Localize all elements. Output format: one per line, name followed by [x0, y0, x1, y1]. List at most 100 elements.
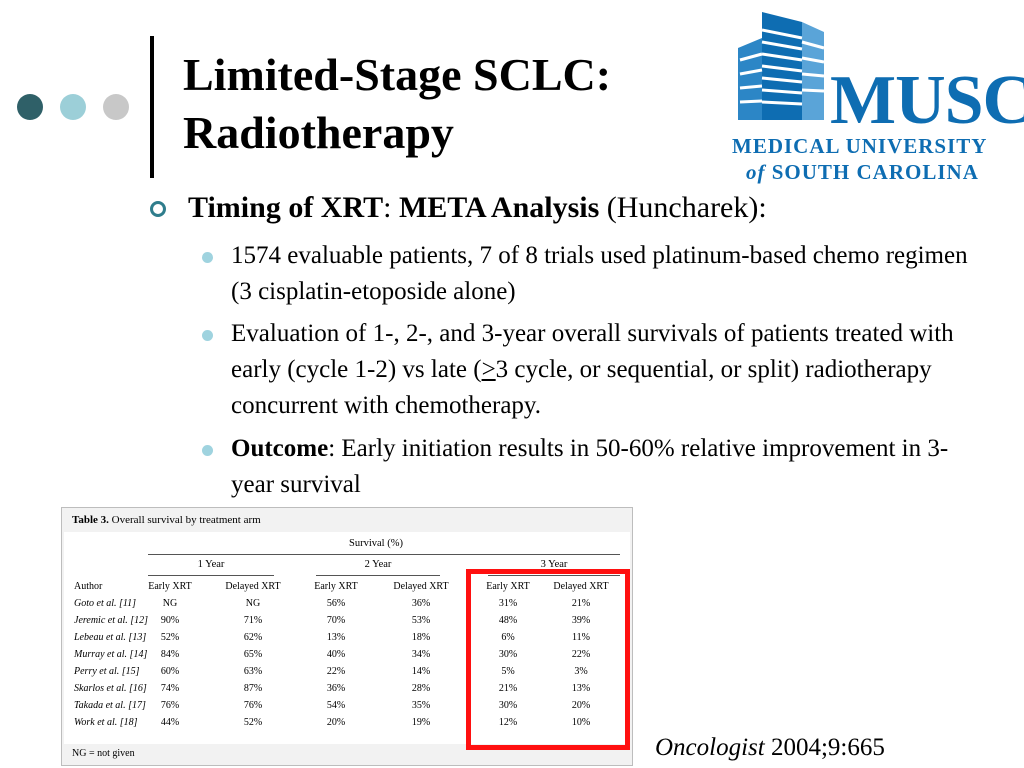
table-cell: 20%	[326, 717, 346, 728]
table-cell: 44%	[160, 717, 180, 728]
table-cell: 36%	[326, 683, 346, 694]
table-cell: 39%	[571, 615, 591, 626]
title-line-1: Limited-Stage SCLC:	[183, 49, 612, 100]
table-cell: 60%	[160, 666, 180, 677]
meta-label: META Analysis	[398, 191, 600, 224]
logo-of: of	[746, 160, 766, 184]
main-sep: :	[383, 191, 399, 224]
table-row-author: Perry et al. [15]	[74, 666, 140, 677]
bullet-2-underlined: >	[481, 356, 496, 383]
year-header: 2 Year	[364, 559, 392, 570]
highlight-box	[466, 569, 630, 750]
logo-wordmark: MUSC	[830, 62, 1024, 139]
table-cell: 70%	[326, 615, 346, 626]
table-cell: NG	[162, 598, 178, 609]
main-bullet: Timing of XRT: META Analysis (Huncharek)…	[150, 190, 970, 226]
year-rule	[148, 575, 274, 576]
logo-state-line: of SOUTH CAROLINA	[746, 160, 979, 185]
table-cell: 12%	[498, 717, 518, 728]
column-header: Early XRT	[486, 581, 530, 592]
table-cell: 21%	[498, 683, 518, 694]
outcome-text: : Early initiation results in 50-60% rel…	[231, 435, 949, 498]
timing-label: Timing of XRT	[188, 191, 384, 224]
table-cell: 35%	[411, 700, 431, 711]
bullet-2-pre: Evaluation of 1-, 2-, and 3-year overall…	[231, 320, 954, 383]
table-cell: 76%	[243, 700, 263, 711]
table-cell: 52%	[160, 632, 180, 643]
table-cell: NG	[245, 598, 261, 609]
dot-dark	[17, 94, 43, 120]
column-header: Delayed XRT	[393, 581, 449, 592]
musc-logo: MUSC MEDICAL UNIVERSITY of SOUTH CAROLIN…	[730, 8, 1024, 190]
table-cell: 62%	[243, 632, 263, 643]
table-cell: 74%	[160, 683, 180, 694]
table-cell: 90%	[160, 615, 180, 626]
table-cell: 6%	[501, 632, 515, 643]
survival-table: Table 3. Overall survival by treatment a…	[61, 507, 633, 766]
table-cell: 22%	[571, 649, 591, 660]
table-cell: 22%	[326, 666, 346, 677]
sub-bullet-2: Evaluation of 1-, 2-, and 3-year overall…	[200, 316, 970, 424]
year-header: 1 Year	[197, 559, 225, 570]
author-header: Author	[74, 581, 103, 592]
table-caption-text: Overall survival by treatment arm	[108, 514, 261, 526]
citation-journal: Oncologist	[655, 734, 765, 761]
table-cell: 76%	[160, 700, 180, 711]
decorative-dots	[17, 94, 129, 120]
table-row-author: Work et al. [18]	[74, 717, 138, 728]
table-cell: 31%	[498, 598, 518, 609]
table-cell: 56%	[326, 598, 346, 609]
main-rest: (Huncharek):	[599, 191, 767, 224]
table-row-author: Takada et al. [17]	[74, 700, 146, 711]
table-footnote: NG = not given	[72, 748, 135, 759]
ring-bullet-icon	[150, 201, 166, 217]
dot-teal	[60, 94, 86, 120]
table-cell: 30%	[498, 649, 518, 660]
table-cell: 54%	[326, 700, 346, 711]
table-cell: 40%	[326, 649, 346, 660]
outcome-label: Outcome	[231, 435, 329, 462]
building-icon	[738, 12, 825, 120]
column-header: Delayed XRT	[553, 581, 609, 592]
table-cell: 65%	[243, 649, 263, 660]
table-cell: 3%	[574, 666, 588, 677]
year-rule	[488, 575, 620, 576]
bullet-2-post: 3 cycle, or sequential, or split) radiot…	[231, 356, 932, 419]
table-cell: 84%	[160, 649, 180, 660]
table-cell: 13%	[326, 632, 346, 643]
table-cell: 18%	[411, 632, 431, 643]
table-row-author: Lebeau et al. [13]	[74, 632, 147, 643]
sub-bullet-text: Outcome: Early initiation results in 50-…	[231, 431, 970, 503]
table-row-author: Murray et al. [14]	[74, 649, 148, 660]
survival-rule	[148, 554, 620, 555]
title-divider	[150, 36, 154, 178]
table-cell: 28%	[411, 683, 431, 694]
citation: Oncologist 2004;9:665	[655, 734, 885, 762]
table-caption: Table 3. Overall survival by treatment a…	[72, 514, 261, 526]
sub-bullet-text: 1574 evaluable patients, 7 of 8 trials u…	[231, 242, 968, 305]
table-caption-label: Table 3.	[72, 514, 109, 526]
table-cell: 34%	[411, 649, 431, 660]
table-cell: 5%	[501, 666, 515, 677]
table-cell: 36%	[411, 598, 431, 609]
table-cell: 21%	[571, 598, 591, 609]
table-cell: 10%	[571, 717, 591, 728]
table-cell: 71%	[243, 615, 263, 626]
table-cell: 11%	[572, 632, 590, 643]
column-header: Early XRT	[148, 581, 192, 592]
column-header: Delayed XRT	[225, 581, 281, 592]
sub-bullet-3: Outcome: Early initiation results in 50-…	[200, 431, 970, 503]
table-cell: 48%	[498, 615, 518, 626]
table-cell: 20%	[571, 700, 591, 711]
table-cell: 14%	[411, 666, 431, 677]
sub-bullet-text: Evaluation of 1-, 2-, and 3-year overall…	[231, 316, 970, 424]
table-cell: 52%	[243, 717, 263, 728]
title-line-2: Radiotherapy	[183, 107, 454, 158]
column-header: Early XRT	[314, 581, 358, 592]
year-header: 3 Year	[540, 559, 568, 570]
year-rule	[316, 575, 440, 576]
table-cell: 53%	[411, 615, 431, 626]
table-body: Survival (%) 1 Year 2 Year 3 Year Author Earl…	[64, 532, 630, 744]
table-row-author: Goto et al. [11]	[74, 598, 137, 609]
logo-university-line: MEDICAL UNIVERSITY	[732, 134, 988, 158]
